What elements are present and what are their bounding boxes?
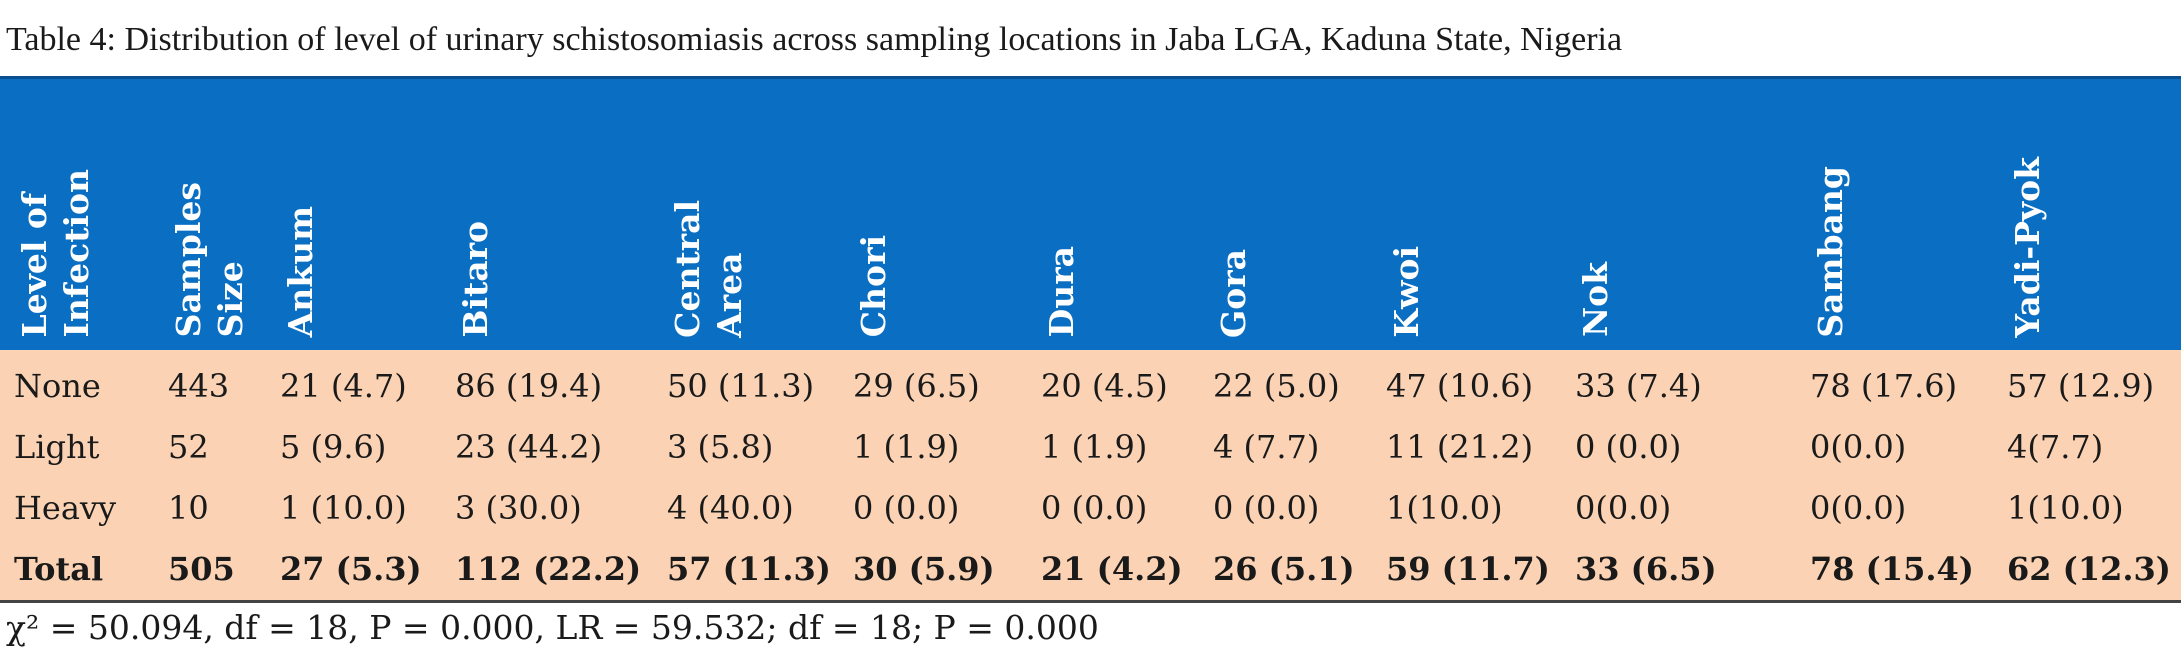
table-cell: Light: [0, 416, 154, 478]
table-cell: 50 (11.3): [653, 349, 839, 417]
header-label: Dura: [1042, 246, 1081, 338]
table-row-none: None 443 21 (4.7) 86 (19.4) 50 (11.3) 29…: [0, 349, 2181, 417]
table-cell: 21 (4.2): [1027, 538, 1199, 603]
table-cell: 3 (5.8): [653, 416, 839, 478]
table-cell: 10: [154, 477, 266, 539]
table-cell: 443: [154, 349, 266, 417]
table-cell: 59 (11.7): [1372, 538, 1561, 603]
table-cell: 1(10.0): [1993, 477, 2181, 539]
table-cell: 4 (7.7): [1199, 416, 1372, 478]
table-cell: None: [0, 349, 154, 417]
table-cell: 22 (5.0): [1199, 349, 1372, 417]
table-cell: 78 (17.6): [1796, 349, 1993, 417]
header-bitaro: Bitaro: [441, 76, 653, 350]
header-level-of-infection: Level of Infection: [0, 76, 154, 350]
header-gora: Gora: [1199, 76, 1372, 350]
table-cell: 23 (44.2): [441, 416, 653, 478]
header-label: Gora: [1214, 248, 1253, 338]
table-cell: 57 (12.9): [1993, 349, 2181, 417]
table-cell: 1 (1.9): [1027, 416, 1199, 478]
table-cell: 5 (9.6): [266, 416, 441, 478]
table-cell: 505: [154, 538, 266, 603]
header-label: Samples Size: [169, 182, 250, 338]
header-central-area: Central Area: [653, 76, 839, 350]
header-dura: Dura: [1027, 76, 1199, 350]
table-cell: 78 (15.4): [1796, 538, 1993, 603]
header-label: Sambang: [1811, 165, 1850, 338]
table-cell: 0(0.0): [1796, 477, 1993, 539]
table-footnote: χ² = 50.094, df = 18, P = 0.000, LR = 59…: [6, 608, 1099, 647]
table-cell: 4 (40.0): [653, 477, 839, 539]
table-row-light: Light 52 5 (9.6) 23 (44.2) 3 (5.8) 1 (1.…: [0, 416, 2181, 478]
table-cell: 21 (4.7): [266, 349, 441, 417]
header-chori: Chori: [839, 76, 1027, 350]
table-cell: 0(0.0): [1796, 416, 1993, 478]
table-cell: 1 (1.9): [839, 416, 1027, 478]
table-cell: Heavy: [0, 477, 154, 539]
header-yadi-pyok: Yadi-Pyok: [1993, 76, 2181, 350]
table-cell: 0 (0.0): [1027, 477, 1199, 539]
table-cell: 3 (30.0): [441, 477, 653, 539]
header-label: Ankum: [281, 206, 320, 338]
table-cell: 0 (0.0): [1561, 416, 1796, 478]
table-cell: 33 (6.5): [1561, 538, 1796, 603]
table-cell: Total: [0, 538, 154, 603]
header-label: Bitaro: [456, 221, 495, 338]
header-label: Central Area: [668, 199, 749, 338]
data-table-container: Level of Infection Samples Size Ankum Bi…: [0, 76, 2181, 603]
infection-distribution-table: Level of Infection Samples Size Ankum Bi…: [0, 76, 2181, 603]
table-cell: 0(0.0): [1561, 477, 1796, 539]
header-row: Level of Infection Samples Size Ankum Bi…: [0, 76, 2181, 350]
header-label: Yadi-Pyok: [2008, 156, 2047, 338]
table-cell: 0 (0.0): [1199, 477, 1372, 539]
header-sambang: Sambang: [1796, 76, 1993, 350]
table-cell: 27 (5.3): [266, 538, 441, 603]
table-cell: 4(7.7): [1993, 416, 2181, 478]
header-label: Kwoi: [1387, 245, 1426, 338]
table-cell: 112 (22.2): [441, 538, 653, 603]
header-samples-size: Samples Size: [154, 76, 266, 350]
table-cell: 1(10.0): [1372, 477, 1561, 539]
table-body: None 443 21 (4.7) 86 (19.4) 50 (11.3) 29…: [0, 349, 2181, 603]
table-cell: 33 (7.4): [1561, 349, 1796, 417]
header-label: Level of Infection: [15, 169, 96, 338]
table-cell: 26 (5.1): [1199, 538, 1372, 603]
table-cell: 86 (19.4): [441, 349, 653, 417]
table-cell: 47 (10.6): [1372, 349, 1561, 417]
table-row-heavy: Heavy 10 1 (10.0) 3 (30.0) 4 (40.0) 0 (0…: [0, 477, 2181, 539]
table-cell: 20 (4.5): [1027, 349, 1199, 417]
table-cell: 52: [154, 416, 266, 478]
header-label: Nok: [1576, 262, 1615, 338]
header-ankum: Ankum: [266, 76, 441, 350]
table-cell: 29 (6.5): [839, 349, 1027, 417]
table-cell: 1 (10.0): [266, 477, 441, 539]
header-nok: Nok: [1561, 76, 1796, 350]
table-cell: 62 (12.3): [1993, 538, 2181, 603]
table-cell: 0 (0.0): [839, 477, 1027, 539]
table-row-total: Total 505 27 (5.3) 112 (22.2) 57 (11.3) …: [0, 538, 2181, 603]
table-header: Level of Infection Samples Size Ankum Bi…: [0, 76, 2181, 350]
header-kwoi: Kwoi: [1372, 76, 1561, 350]
table-cell: 30 (5.9): [839, 538, 1027, 603]
table-cell: 11 (21.2): [1372, 416, 1561, 478]
header-label: Chori: [854, 235, 893, 338]
table-caption: Table 4: Distribution of level of urinar…: [6, 21, 1623, 58]
table-cell: 57 (11.3): [653, 538, 839, 603]
